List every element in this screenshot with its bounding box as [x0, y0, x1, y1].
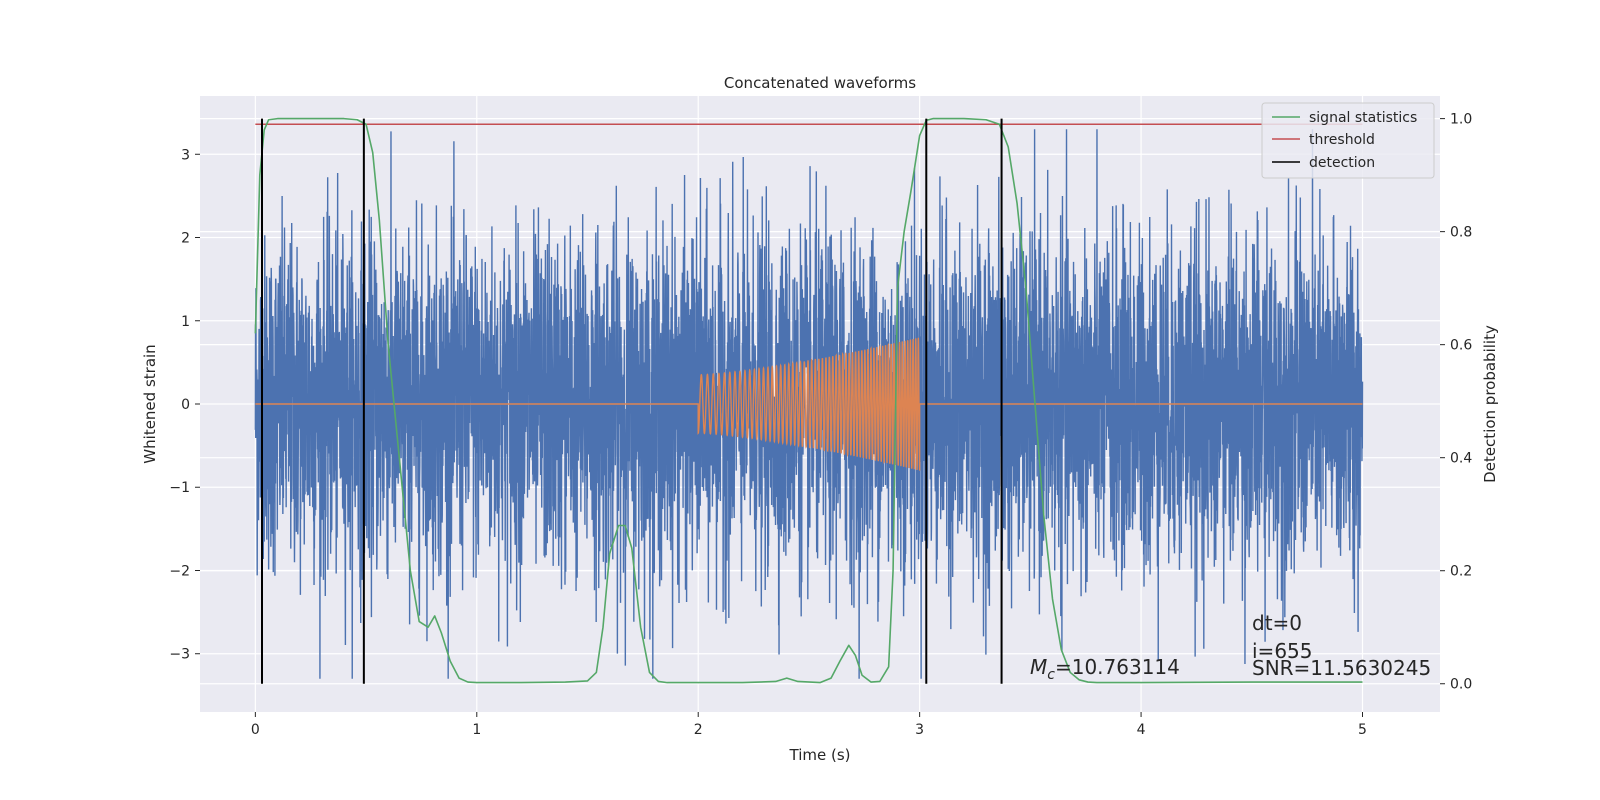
- series-signal-statistics: [254, 117, 1363, 684]
- y-right-axis-title: Detection probability: [1481, 325, 1499, 483]
- y-left-tick-label-2: 1: [181, 314, 190, 330]
- mc-annotation: Mc=10.763114: [1030, 655, 1180, 683]
- y-left-tick-label-0: 3: [181, 147, 190, 163]
- y-right-tick-label-2: 0.6: [1450, 338, 1472, 354]
- y-right-tick-label-1: 0.8: [1450, 225, 1472, 241]
- data-layer: [254, 117, 1364, 684]
- legend-box: [1261, 102, 1435, 179]
- legend-label-signal-statistics: signal statistics: [1309, 110, 1417, 126]
- y-left-axis-ticks: 3 2 1 0 −1 −2 −3: [169, 147, 200, 663]
- mc-subscript: c: [1047, 667, 1055, 683]
- mc-value: =10.763114: [1055, 655, 1180, 679]
- annotations: Mc=10.763114 dt=0 i=655 SNR=11.5630245: [1030, 611, 1431, 683]
- y-right-tick-label-0: 1.0: [1450, 112, 1472, 128]
- x-tick-label-1: 1: [472, 722, 481, 738]
- x-tick-label-3: 3: [915, 722, 924, 738]
- x-tick-label-4: 4: [1137, 722, 1146, 738]
- series-injected-waveform: [255, 337, 1363, 471]
- x-tick-label-0: 0: [251, 722, 260, 738]
- y-left-tick-label-4: −1: [169, 480, 190, 496]
- y-right-tick-label-4: 0.2: [1450, 564, 1472, 580]
- y-left-tick-label-5: −2: [169, 563, 190, 579]
- y-left-axis-title: Whitened strain: [141, 344, 159, 463]
- y-right-tick-label-3: 0.4: [1450, 451, 1472, 467]
- x-axis-title: Time (s): [789, 746, 851, 764]
- index-annotation: i=655: [1252, 639, 1313, 663]
- y-left-tick-label-1: 2: [181, 231, 190, 247]
- y-right-axis-ticks: 1.0 0.8 0.6 0.4 0.2 0.0: [1440, 112, 1472, 693]
- y-left-tick-label-3: 0: [181, 397, 190, 413]
- x-tick-label-5: 5: [1358, 722, 1367, 738]
- x-tick-label-2: 2: [694, 722, 703, 738]
- legend-label-detection: detection: [1309, 155, 1375, 171]
- mc-symbol: M: [1030, 655, 1047, 679]
- legend-label-threshold: threshold: [1309, 132, 1375, 148]
- x-axis-ticks: 0 1 2 3 4 5: [251, 712, 1367, 738]
- dt-annotation: dt=0: [1252, 611, 1302, 635]
- y-left-tick-label-6: −3: [169, 647, 190, 663]
- legend: signal statistics threshold detection: [1261, 102, 1435, 179]
- chart-title: Concatenated waveforms: [724, 74, 916, 92]
- snr-annotation: SNR=11.5630245: [1252, 656, 1431, 680]
- y-right-tick-label-5: 0.0: [1450, 677, 1472, 693]
